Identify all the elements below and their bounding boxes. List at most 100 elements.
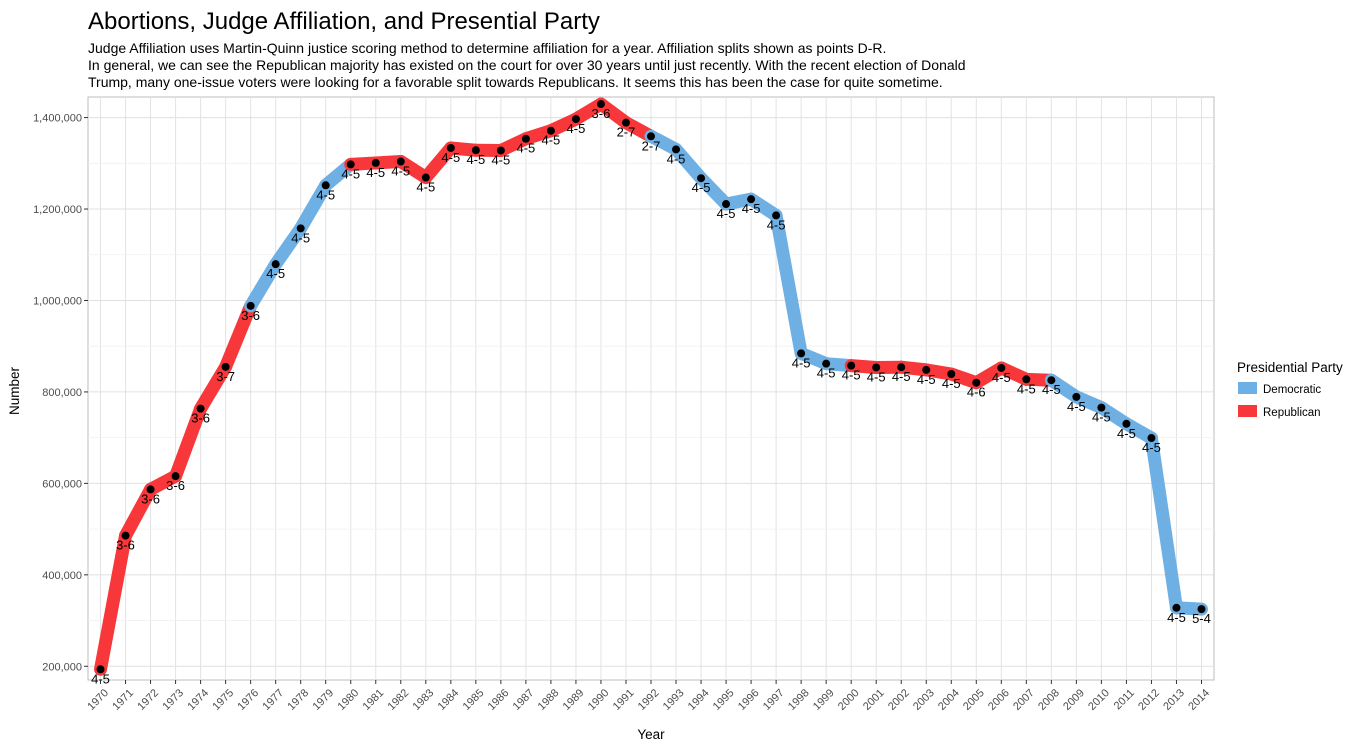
- split-label: 2-7: [617, 125, 636, 140]
- split-label: 3-6: [141, 491, 160, 506]
- x-tick-label: 1989: [561, 687, 587, 713]
- y-tick-label: 1,000,000: [33, 295, 82, 307]
- split-label: 4-5: [767, 217, 786, 232]
- data-point: [747, 195, 756, 204]
- x-tick-label: 1991: [611, 687, 637, 713]
- split-label: 4-5: [91, 671, 110, 686]
- x-tick-label: 2012: [1136, 687, 1162, 713]
- line-segment: [119, 482, 158, 543]
- x-tick-label: 2003: [911, 687, 937, 713]
- split-label: 4-5: [341, 166, 360, 181]
- x-tick-label: 2001: [861, 687, 887, 713]
- x-tick-label: 1971: [110, 687, 136, 713]
- x-tick-label: 2013: [1161, 687, 1187, 713]
- x-tick-label: 1982: [386, 687, 412, 713]
- data-point: [271, 260, 280, 269]
- x-tick-label: 1994: [686, 687, 712, 713]
- x-tick-label: 1978: [285, 687, 311, 713]
- split-label: 4-5: [542, 133, 561, 148]
- split-label: 5-4: [1192, 611, 1211, 626]
- line-segment: [1144, 431, 1183, 615]
- data-point: [1022, 375, 1031, 384]
- x-tick-label: 1990: [586, 687, 612, 713]
- data-point: [1097, 403, 1106, 412]
- data-points: [96, 100, 1206, 674]
- data-point: [722, 200, 731, 209]
- y-axis-ticks: 200,000 400,000 600,000 800,000 1,000,000 1,2…: [33, 113, 88, 673]
- y-tick-label: 400,000: [42, 570, 82, 582]
- data-point: [221, 362, 230, 371]
- data-point: [797, 349, 806, 358]
- x-tick-label: 1996: [736, 687, 762, 713]
- data-point: [246, 301, 255, 310]
- chart-subtitle-line-1: Judge Affiliation uses Martin-Quinn just…: [88, 40, 886, 56]
- data-point: [947, 370, 956, 379]
- x-tick-label: 1974: [185, 687, 211, 713]
- x-tick-label: 2010: [1086, 687, 1112, 713]
- x-tick-label: 2014: [1186, 687, 1212, 713]
- x-tick-label: 2011: [1112, 687, 1137, 712]
- split-label: 4-5: [416, 180, 435, 195]
- data-point: [496, 146, 505, 155]
- x-tick-label: 2000: [836, 687, 862, 713]
- split-label: 4-5: [667, 151, 686, 166]
- split-label: 4-5: [291, 230, 310, 245]
- x-tick-label: 1973: [160, 687, 186, 713]
- legend: Presidential Party Democratic Republican: [1237, 360, 1343, 419]
- data-point: [446, 143, 455, 152]
- data-point: [1197, 605, 1206, 614]
- data-point: [772, 211, 781, 220]
- x-tick-label: 1987: [511, 687, 537, 713]
- data-point: [647, 132, 655, 141]
- split-label: 4-5: [1167, 610, 1186, 625]
- line-segment: [194, 360, 233, 416]
- split-label: 4-5: [466, 152, 485, 167]
- split-label: 4-5: [567, 121, 586, 136]
- split-label: 3-6: [166, 478, 185, 493]
- x-tick-label: 1999: [811, 687, 837, 713]
- data-point: [1147, 434, 1156, 443]
- x-tick-label: 1980: [336, 687, 362, 713]
- x-tick-label: 1988: [536, 687, 562, 713]
- x-tick-label: 2004: [936, 687, 962, 713]
- x-tick-label: 1977: [260, 687, 286, 713]
- split-label: 4-5: [266, 266, 285, 281]
- chart-title: Abortions, Judge Affiliation, and Presen…: [88, 8, 600, 35]
- split-label: 4-5: [441, 150, 460, 165]
- x-tick-label: 1984: [436, 687, 462, 713]
- split-label: 3-6: [592, 106, 611, 121]
- x-tick-label: 1972: [135, 687, 161, 713]
- y-axis-title: Number: [7, 366, 22, 415]
- y-tick-label: 800,000: [42, 387, 82, 399]
- series-line: [94, 97, 1208, 676]
- split-label: 3-7: [216, 369, 235, 384]
- legend-title: Presidential Party: [1237, 360, 1343, 375]
- data-point: [171, 472, 180, 481]
- split-label: 4-5: [892, 369, 911, 384]
- split-label: 3-6: [116, 538, 135, 553]
- line-segment: [769, 208, 808, 360]
- split-label: 4-5: [1142, 440, 1161, 455]
- legend-swatch-democratic: [1238, 382, 1257, 394]
- split-label: 4-5: [842, 368, 861, 383]
- x-tick-label: 1995: [711, 687, 737, 713]
- split-labels: 4-5 3-6 3-6 3-6 3-6 3-7 3-6 4-5 4-5 4-5 4-5 4-5 4-5 4…: [91, 106, 1211, 686]
- data-point: [296, 224, 305, 233]
- grid-lines: [88, 97, 1214, 680]
- split-label: 2-7: [642, 138, 661, 153]
- legend-swatch-republican: [1238, 405, 1257, 417]
- x-tick-label: 1997: [761, 687, 787, 713]
- data-point: [1047, 376, 1056, 385]
- line-segment: [1169, 601, 1208, 616]
- x-tick-label: 1992: [636, 687, 662, 713]
- split-label: 4-5: [692, 180, 711, 195]
- x-tick-label: 1970: [85, 687, 111, 713]
- split-label: 4-5: [817, 366, 836, 381]
- split-label: 4-5: [1067, 399, 1086, 414]
- data-point: [672, 145, 681, 154]
- split-label: 4-5: [516, 141, 535, 156]
- x-tick-label: 2008: [1036, 687, 1062, 713]
- data-point: [396, 157, 405, 166]
- x-tick-label: 1979: [310, 687, 336, 713]
